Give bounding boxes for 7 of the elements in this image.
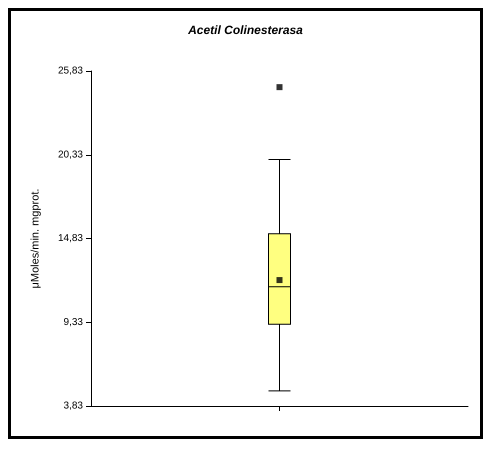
y-axis-title: μMoles/min. mgprot. bbox=[30, 188, 42, 288]
y-tick-label: 20,33 bbox=[58, 149, 84, 160]
y-tick-label: 3,83 bbox=[64, 400, 84, 412]
y-tick-label: 14,83 bbox=[58, 233, 84, 244]
y-tick-label: 9,33 bbox=[64, 316, 84, 328]
y-tick-label: 25,83 bbox=[58, 66, 84, 76]
chart-title: Acetil Colinesterasa bbox=[187, 23, 304, 37]
